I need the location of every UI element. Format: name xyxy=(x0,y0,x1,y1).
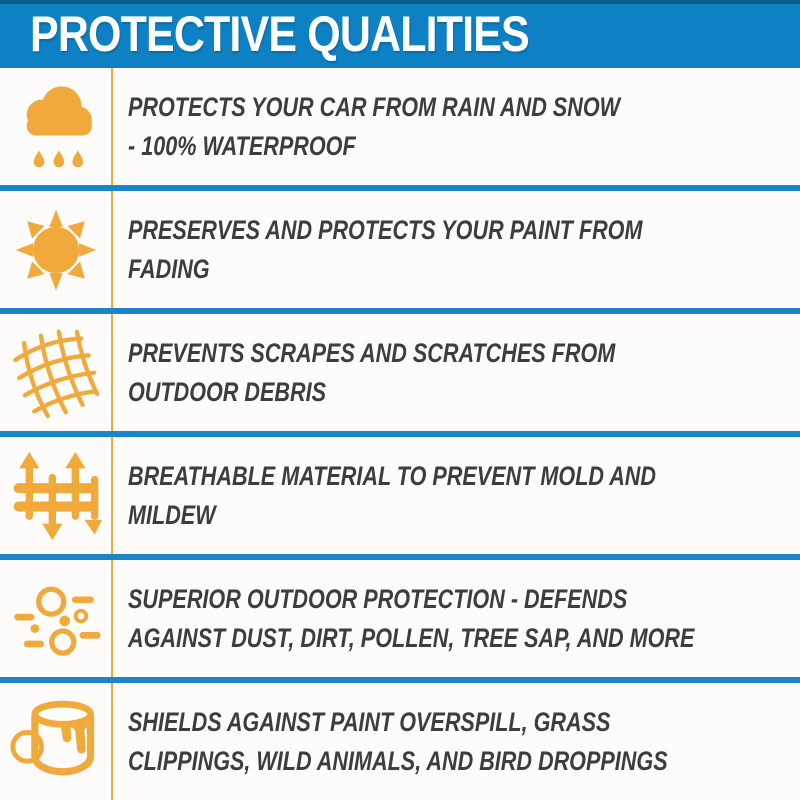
feature-text: - 100% WATERPROOF xyxy=(128,130,356,161)
feature-text: PRESERVES AND PROTECTS YOUR PAINT FROM xyxy=(128,214,643,245)
feature-text: PREVENTS SCRAPES AND SCRATCHES FROM xyxy=(128,337,616,368)
row-divider xyxy=(0,431,800,437)
feature-row-fade-protection: PRESERVES AND PROTECTS YOUR PAINT FROM F… xyxy=(0,191,800,308)
feature-row-scratch-protection: PREVENTS SCRAPES AND SCRATCHES FROM OUTD… xyxy=(0,314,800,431)
rain-cloud-icon xyxy=(26,85,92,167)
row-divider xyxy=(0,677,800,683)
feature-text: PROTECTS YOUR CAR FROM RAIN AND SNOW xyxy=(128,91,621,122)
header-top-shadow xyxy=(0,0,800,4)
row-divider xyxy=(0,308,800,314)
feature-text: AGAINST DUST, DIRT, POLLEN, TREE SAP, AN… xyxy=(128,622,695,653)
feature-row-outdoor-protection: SUPERIOR OUTDOOR PROTECTION - DEFENDS AG… xyxy=(0,560,800,677)
row-divider xyxy=(0,185,800,191)
feature-text: FADING xyxy=(128,253,210,284)
feature-row-waterproof: PROTECTS YOUR CAR FROM RAIN AND SNOW - 1… xyxy=(0,68,800,185)
dust-particles-icon xyxy=(14,586,101,656)
page-title: PROTECTIVE QUALITIES xyxy=(30,6,530,62)
header-banner: PROTECTIVE QUALITIES xyxy=(0,0,800,68)
feature-text: BREATHABLE MATERIAL TO PREVENT MOLD AND xyxy=(128,460,656,491)
mesh-net-icon xyxy=(13,329,100,418)
feature-text: MILDEW xyxy=(128,499,216,530)
feature-list: PROTECTS YOUR CAR FROM RAIN AND SNOW - 1… xyxy=(0,68,800,800)
feature-text: CLIPPINGS, WILD ANIMALS, AND BIRD DROPPI… xyxy=(128,745,668,776)
sun-icon xyxy=(15,209,97,290)
feature-row-breathable: BREATHABLE MATERIAL TO PREVENT MOLD AND … xyxy=(0,437,800,554)
paint-bucket-icon xyxy=(10,700,95,775)
feature-text: SHIELDS AGAINST PAINT OVERSPILL, GRASS xyxy=(128,706,611,737)
row-divider xyxy=(0,554,800,560)
feature-text: SUPERIOR OUTDOOR PROTECTION - DEFENDS xyxy=(128,583,628,614)
feature-text: OUTDOOR DEBRIS xyxy=(128,376,327,407)
feature-row-shield: SHIELDS AGAINST PAINT OVERSPILL, GRASS C… xyxy=(0,683,800,800)
breathable-arrows-icon xyxy=(13,451,102,540)
